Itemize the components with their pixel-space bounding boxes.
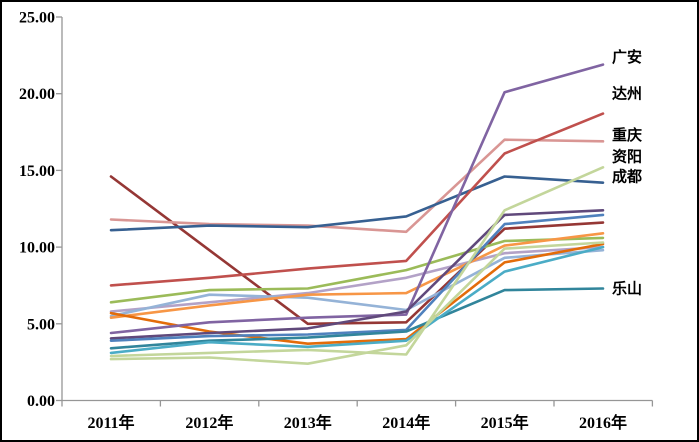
series-line-重庆: [109, 138, 605, 234]
series-line-广安: [109, 63, 605, 335]
x-axis-label: 2013年: [284, 413, 332, 432]
series-line-成都: [109, 175, 605, 232]
x-axis-label: 2016年: [579, 413, 627, 432]
series-line-unnamed-5: [109, 245, 605, 313]
y-tick-label: 10.00: [19, 240, 55, 257]
x-axis-label: 2015年: [481, 413, 529, 432]
series-annotation-资阳: 资阳: [612, 148, 642, 166]
x-axis-label: 2014年: [382, 413, 430, 432]
series-annotation-广安: 广安: [612, 48, 642, 66]
series-line-资阳: [109, 166, 605, 358]
y-tick-label: 5.00: [27, 316, 55, 333]
y-tick-label: 0.00: [27, 393, 55, 410]
series-line-unnamed-15: [109, 241, 605, 366]
series-annotation-成都: 成都: [612, 168, 642, 186]
y-tick-label: 25.00: [19, 10, 55, 27]
series-annotation-达州: 达州: [612, 85, 642, 103]
series-line-乐山: [109, 287, 605, 350]
x-axis-label: 2012年: [185, 413, 233, 432]
series-line-unnamed-0: [109, 175, 605, 326]
series-line-unnamed-8: [109, 242, 605, 346]
series-annotation-重庆: 重庆: [612, 126, 642, 144]
series-line-unnamed-4: [109, 236, 605, 304]
x-axis-label: 2011年: [87, 413, 134, 432]
series-annotation-乐山: 乐山: [612, 280, 642, 298]
series-line-unnamed-13: [109, 245, 605, 355]
y-tick-label: 20.00: [19, 86, 55, 103]
series-line-unnamed-6: [109, 248, 605, 318]
series-line-达州: [109, 112, 605, 287]
series-line-unnamed-11: [109, 213, 605, 343]
series-line-unnamed-7: [109, 232, 605, 320]
y-tick-label: 15.00: [19, 163, 55, 180]
series-line-unnamed-10: [109, 209, 605, 340]
